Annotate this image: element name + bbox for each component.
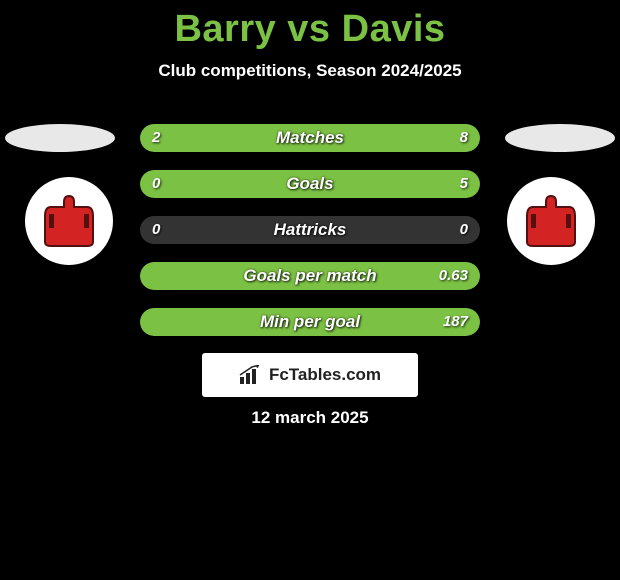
stat-row: 0 Goals 5 <box>140 170 480 198</box>
stat-row: 0 Hattricks 0 <box>140 216 480 244</box>
stat-row: Min per goal 187 <box>140 308 480 336</box>
stat-value-right: 187 <box>443 308 468 336</box>
stat-value-right: 0.63 <box>439 262 468 290</box>
subtitle: Club competitions, Season 2024/2025 <box>0 61 620 81</box>
bar-chart-icon <box>239 365 263 385</box>
brand-label: FcTables.com <box>269 365 381 385</box>
stat-label: Min per goal <box>140 308 480 336</box>
player-left-icon <box>39 194 99 248</box>
stat-label: Goals per match <box>140 262 480 290</box>
stat-value-right: 5 <box>460 170 468 198</box>
player-right-disc <box>505 124 615 152</box>
player-left-disc <box>5 124 115 152</box>
player-right-avatar <box>507 177 595 265</box>
brand-link[interactable]: FcTables.com <box>202 353 418 397</box>
stat-value-right: 8 <box>460 124 468 152</box>
stat-row: 2 Matches 8 <box>140 124 480 152</box>
player-right-icon <box>521 194 581 248</box>
date-label: 12 march 2025 <box>0 408 620 428</box>
page-title: Barry vs Davis <box>0 0 620 51</box>
stats-container: 2 Matches 8 0 Goals 5 0 Hattricks 0 Goal… <box>140 124 480 354</box>
player-left-avatar <box>25 177 113 265</box>
stat-value-right: 0 <box>460 216 468 244</box>
stat-row: Goals per match 0.63 <box>140 262 480 290</box>
stat-label: Goals <box>140 170 480 198</box>
stat-label: Matches <box>140 124 480 152</box>
stat-label: Hattricks <box>140 216 480 244</box>
